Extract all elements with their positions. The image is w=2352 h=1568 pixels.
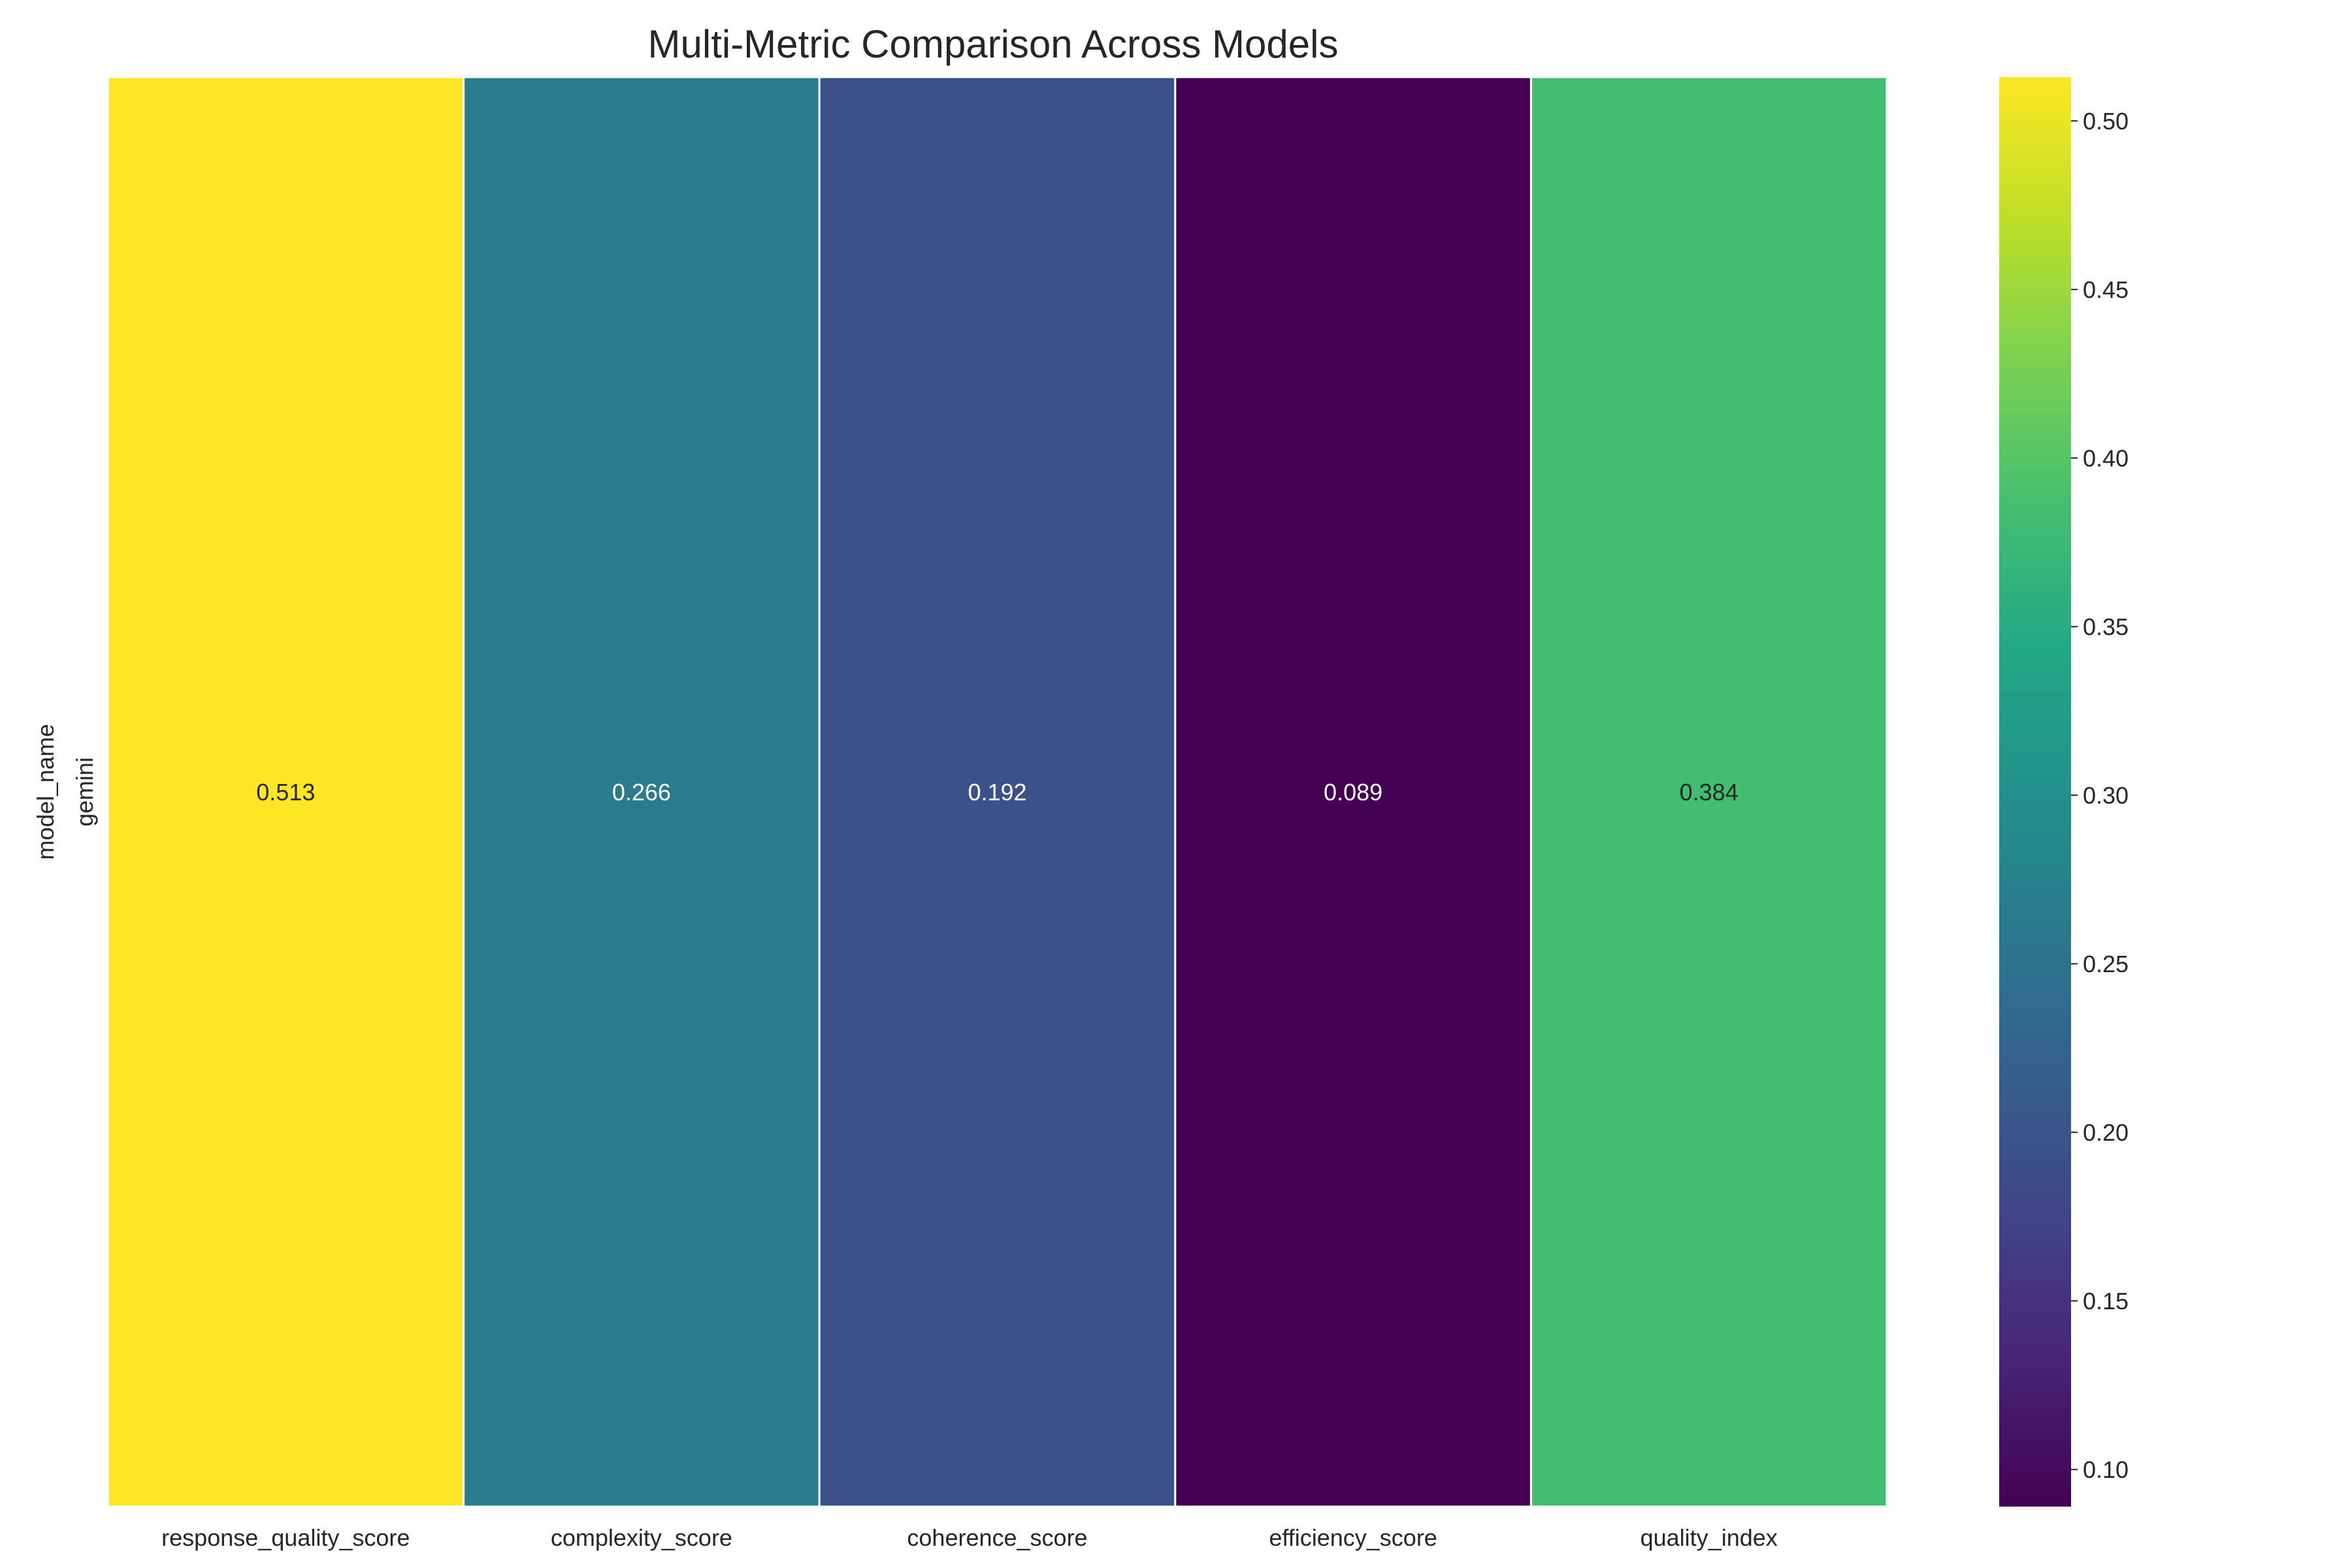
heatmap-cell-gemini-quality_index: [1529, 76, 1888, 1508]
colorbar-tick-label: 0.30: [2083, 782, 2129, 809]
colorbar-tick-label: 0.50: [2083, 108, 2129, 135]
colorbar-tick-label: 0.15: [2083, 1288, 2129, 1315]
colorbar-tick-label: 0.45: [2083, 276, 2129, 303]
colorbar-tick-label: 0.35: [2083, 613, 2129, 640]
heatmap-cell-gemini-coherence_score: [818, 76, 1177, 1508]
heatmap-cell-gemini-response_quality_score: [106, 76, 465, 1508]
colorbar-tick-label: 0.25: [2083, 951, 2129, 977]
x-tick-label: coherence_score: [907, 1524, 1087, 1551]
colorbar-tick-label: 0.10: [2083, 1456, 2129, 1483]
cell-value-label: 0.089: [1324, 779, 1382, 806]
colorbar-tick-labels: 0.10 0.15 0.20 0.25 0.30 0.35 0.40 0.45 0.50: [2071, 108, 2129, 1483]
chart-title: Multi-Metric Comparison Across Models: [648, 22, 1339, 66]
colorbar-tick-label: 0.40: [2083, 445, 2129, 472]
x-tick-label: complexity_score: [551, 1524, 732, 1551]
cell-value-label: 0.266: [612, 779, 671, 806]
heatmap-cell-labels: 0.513 0.266 0.192 0.089 0.384: [256, 779, 1738, 806]
y-tick-label: gemini: [71, 757, 98, 826]
heatmap-cells: [106, 76, 1888, 1508]
colorbar: [1999, 77, 2071, 1507]
x-tick-label: efficiency_score: [1269, 1524, 1437, 1551]
cell-value-label: 0.513: [256, 779, 315, 806]
x-tick-label: response_quality_score: [161, 1524, 410, 1551]
heatmap-cell-gemini-efficiency_score: [1174, 76, 1532, 1508]
x-tick-labels: response_quality_score complexity_score co…: [161, 1524, 1778, 1551]
colorbar-tick-label: 0.20: [2083, 1119, 2129, 1146]
heatmap-cell-gemini-complexity_score: [463, 76, 821, 1508]
y-tick-labels: gemini: [71, 757, 98, 826]
cell-value-label: 0.192: [968, 779, 1026, 806]
x-tick-label: quality_index: [1641, 1524, 1778, 1551]
cell-value-label: 0.384: [1680, 779, 1739, 806]
y-axis-label: model_name: [32, 724, 59, 860]
